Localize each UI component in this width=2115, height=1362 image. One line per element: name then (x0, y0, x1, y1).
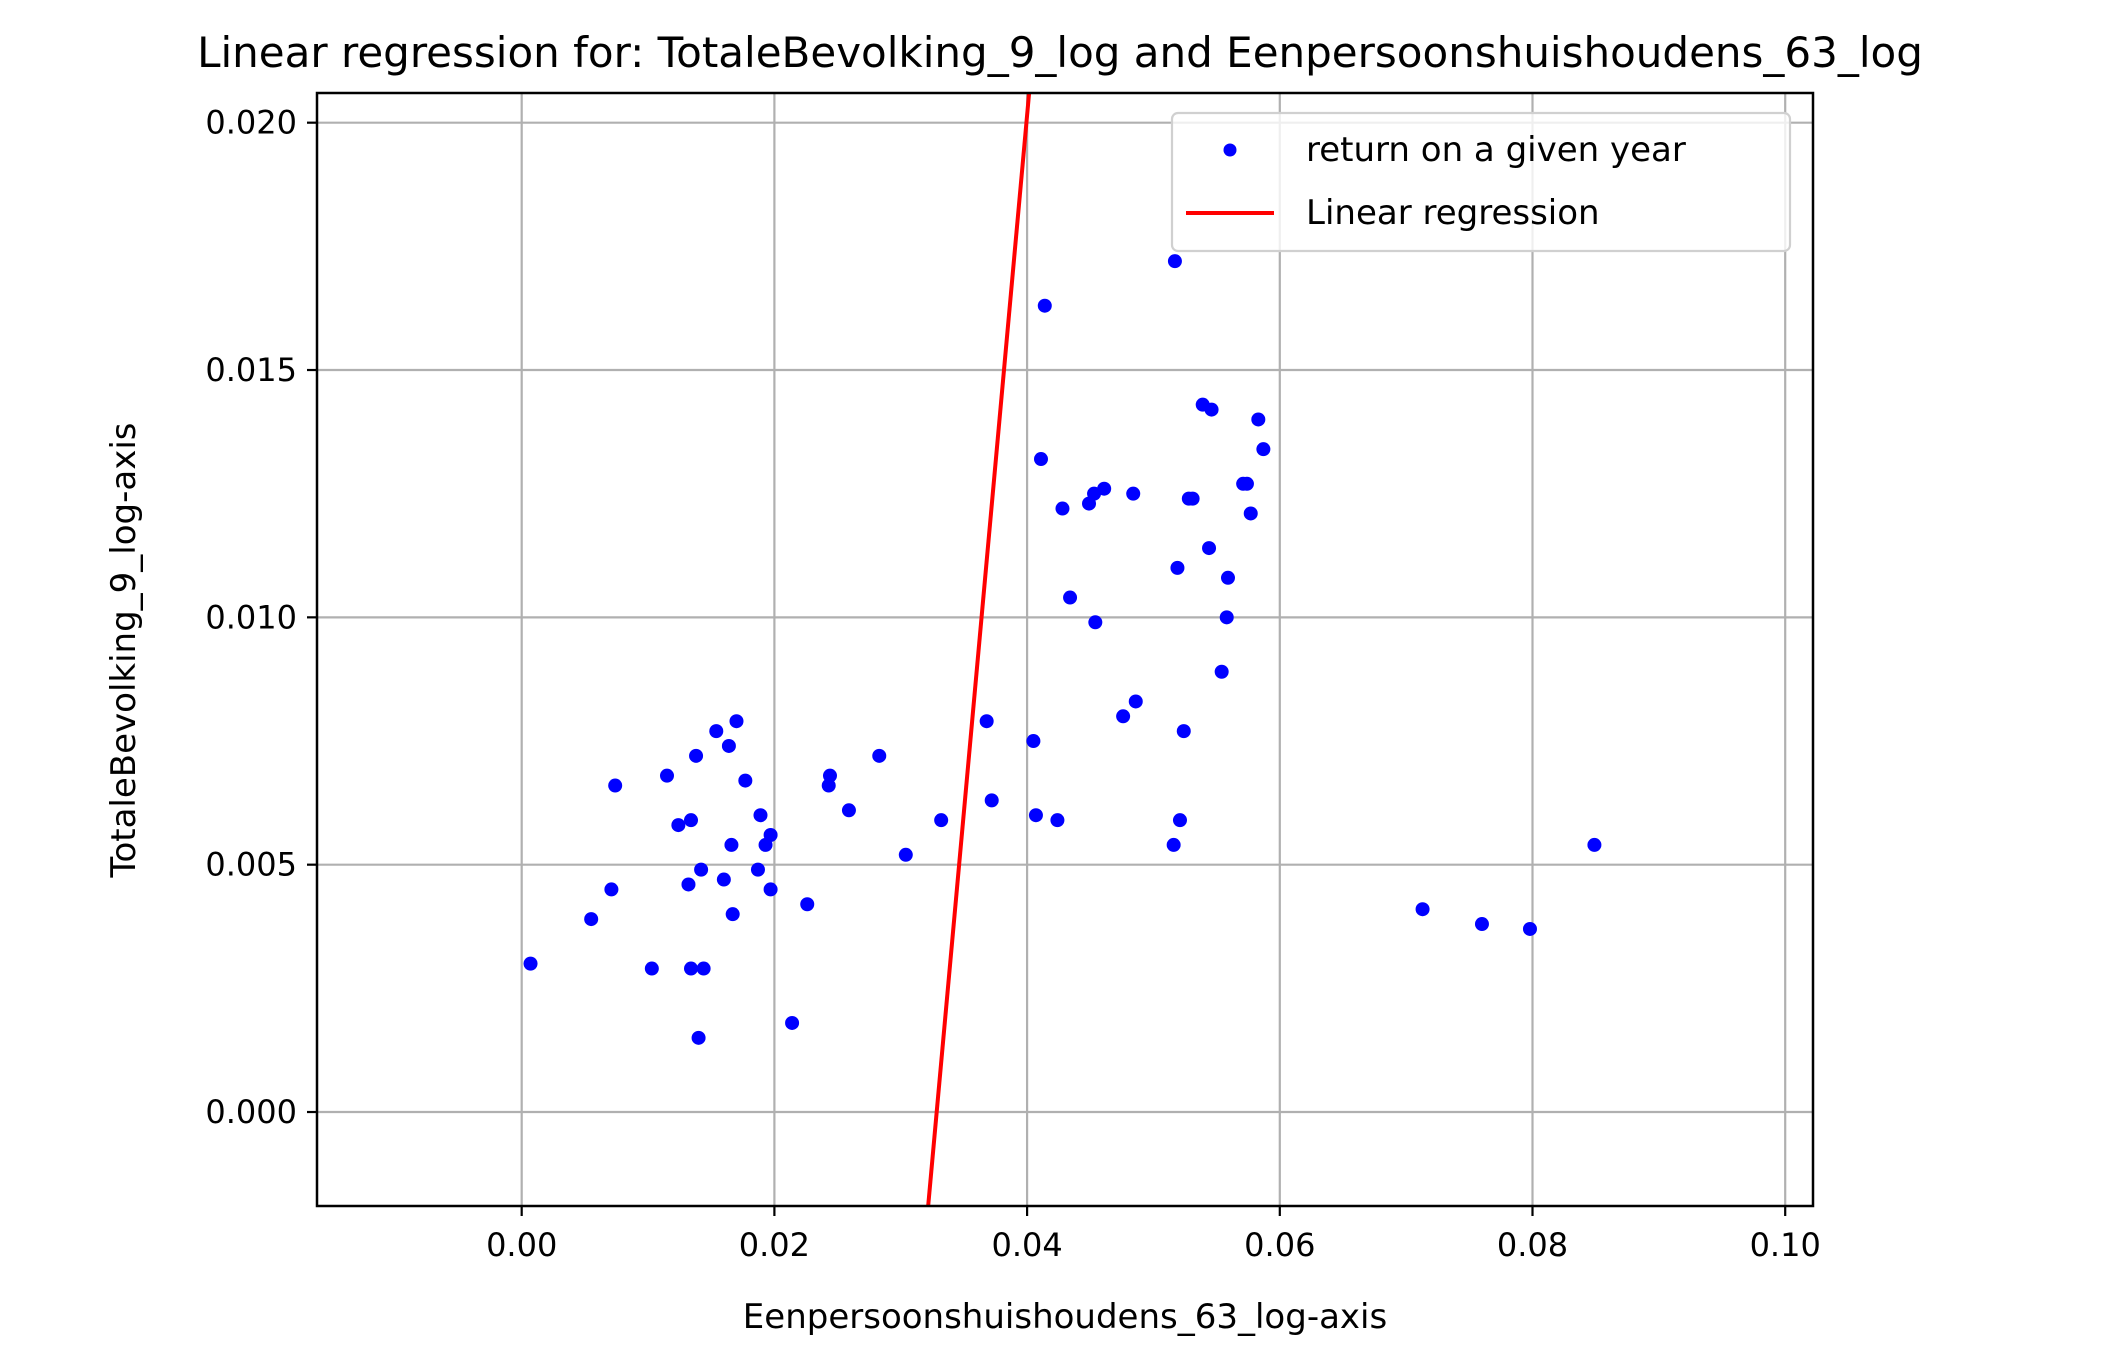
legend-box (1170, 111, 1792, 253)
scatter-point (1214, 664, 1229, 679)
x-tick-label: 0.04 (991, 1226, 1062, 1264)
y-tick-label: 0.000 (205, 1093, 297, 1131)
x-tick-label: 0.00 (486, 1226, 557, 1264)
scatter-point (1176, 724, 1191, 739)
scatter-point (1026, 734, 1041, 749)
y-tick-label: 0.010 (205, 598, 297, 636)
scatter-point (1243, 506, 1258, 521)
plot-area-frame (315, 91, 1815, 1208)
y-tick-label: 0.020 (205, 104, 297, 142)
x-tick-label: 0.08 (1497, 1226, 1568, 1264)
scatter-point (644, 961, 659, 976)
scatter-point (1522, 921, 1537, 936)
scatter-point (724, 837, 739, 852)
scatter-point (1474, 917, 1489, 932)
scatter-point (1415, 902, 1430, 917)
scatter-point (1028, 808, 1043, 823)
scatter-point (1055, 501, 1070, 516)
scatter-point (1170, 560, 1185, 575)
scatter-point (763, 828, 778, 842)
scatter-point (608, 778, 623, 793)
scatter-point (716, 872, 731, 887)
scatter-point (841, 803, 856, 818)
scatter-point (934, 813, 949, 828)
scatter-point (1063, 590, 1078, 605)
y-tick-label: 0.005 (205, 846, 297, 884)
scatter-point (1088, 615, 1103, 630)
scatter-point (979, 714, 994, 729)
scatter-point (763, 882, 778, 897)
scatter-point (1097, 481, 1112, 496)
regression-line (926, 93, 1032, 1206)
x-tick-label: 0.06 (1244, 1226, 1315, 1264)
scatter-point (523, 956, 538, 971)
scatter-point (753, 808, 768, 823)
x-axis-label: Eenpersoonshuishoudens_63_log-axis (743, 1297, 1387, 1337)
scatter-point (800, 897, 815, 912)
scatter-point (729, 714, 744, 729)
scatter-point (822, 768, 837, 783)
scatter-point (872, 748, 887, 763)
scatter-point (659, 768, 674, 783)
axis-ticks: 0.00 0.02 0.04 0.06 0.08 0.10 0.000 0.005 0.010 0… (205, 104, 1820, 1264)
scatter-point (584, 912, 599, 927)
y-tick-label: 0.015 (205, 351, 297, 389)
scatter-point (696, 961, 711, 976)
scatter-point (1166, 837, 1181, 852)
chart-title: Linear regression for: TotaleBevolking_9… (197, 28, 1923, 77)
scatter-point (684, 961, 698, 976)
scatter-point (689, 748, 704, 763)
x-tick-label: 0.10 (1750, 1226, 1821, 1264)
scatter-point (721, 738, 736, 753)
regression-line-layer (926, 93, 1032, 1206)
scatter-point (691, 1030, 706, 1045)
scatter-point (1128, 694, 1143, 709)
scatter-point (681, 877, 696, 892)
scatter-point (1126, 486, 1141, 501)
scatter-point (1050, 813, 1065, 828)
scatter-point (1037, 298, 1052, 313)
scatter-point (1204, 402, 1219, 417)
scatter-point (694, 862, 709, 877)
scatter-point (1251, 412, 1266, 427)
legend-label-regression: Linear regression (1306, 193, 1600, 233)
scatter-points (523, 254, 1602, 1045)
scatter-point (1033, 452, 1048, 467)
x-tick-label: 0.02 (739, 1226, 810, 1264)
scatter-point (898, 847, 913, 862)
y-axis-label: TotaleBevolking_9_log-axis (104, 422, 144, 878)
scatter-point (1587, 837, 1602, 852)
scatter-point (1185, 491, 1200, 506)
scatter-point (1172, 813, 1187, 828)
legend-scatter-marker (1223, 143, 1237, 157)
scatter-point (1220, 570, 1235, 585)
scatter-point (785, 1015, 800, 1030)
scatter-point (604, 882, 619, 897)
scatter-point (1239, 476, 1254, 491)
scatter-point (984, 793, 999, 808)
scatter-point (1116, 709, 1131, 724)
scatter-point (684, 813, 698, 828)
scatter-point (725, 907, 740, 922)
scatter-point (709, 724, 724, 739)
scatter-point (1202, 541, 1217, 556)
scatter-point (1256, 442, 1271, 457)
scatter-point (750, 862, 765, 877)
scatter-point (1167, 254, 1182, 269)
legend: return on a given year Linear regression (1170, 111, 1792, 253)
scatter-point (671, 818, 686, 833)
scatter-point (738, 773, 753, 788)
legend-label-scatter: return on a given year (1306, 130, 1686, 170)
scatter-point (1219, 610, 1234, 625)
